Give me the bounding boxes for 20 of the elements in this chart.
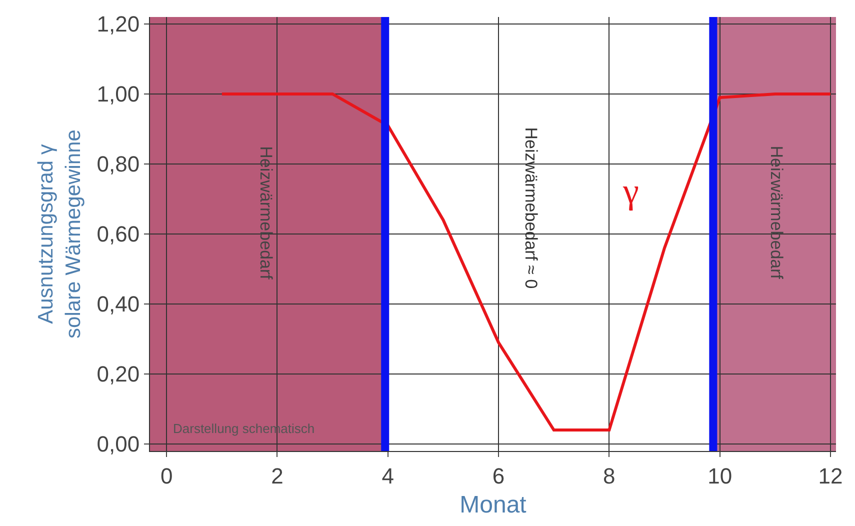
x-tick-label: 8 (603, 463, 616, 488)
x-tick-label: 12 (818, 463, 843, 488)
y-tick-label: 1,20 (96, 12, 140, 37)
y-axis-title: Ausnutzungsgrad γ solare Wärmegewinne (34, 130, 85, 338)
y-tick-label: 0,40 (96, 292, 140, 317)
y-tick-label: 0,60 (96, 222, 140, 247)
x-tick-label: 10 (708, 463, 732, 488)
x-tick-label: 2 (271, 463, 284, 488)
x-tick-label: 6 (492, 463, 505, 488)
band-label: Heizwärmebedarf (766, 146, 786, 280)
x-tick-label: 4 (382, 463, 394, 488)
y-tick-label: 0,20 (96, 362, 140, 387)
y-tick-label: 0,00 (96, 432, 140, 457)
annotation: Heizwärmebedarf ≈ 0 (522, 127, 541, 289)
y-tick-label: 1,00 (96, 82, 140, 107)
annotation: γ (622, 171, 639, 211)
y-tick-label: 0,80 (96, 152, 140, 177)
x-tick-label: 0 (160, 463, 173, 488)
band-label: Heizwärmebedarf (256, 146, 276, 280)
x-axis-title: Monat (460, 492, 527, 519)
